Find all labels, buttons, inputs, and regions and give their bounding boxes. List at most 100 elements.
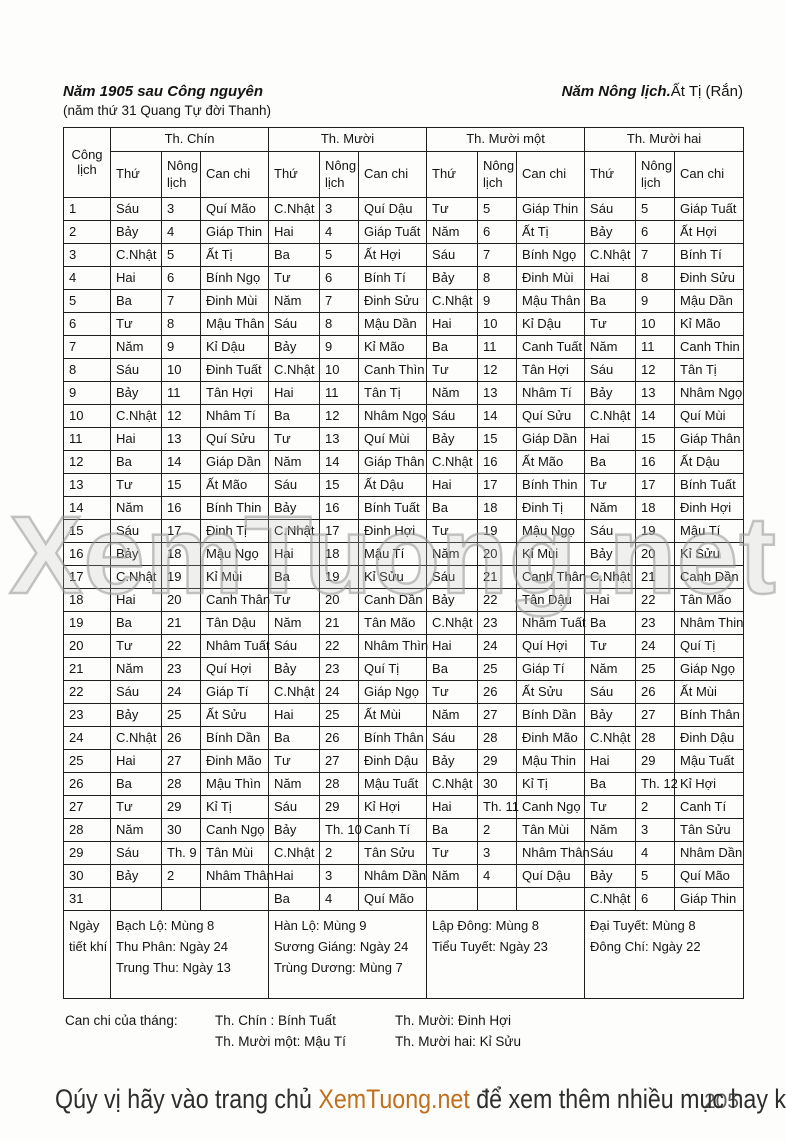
- lunar-day-cell: 8: [477, 266, 518, 290]
- weekday-cell: Năm: [584, 818, 637, 842]
- lunar-day-cell: 2: [319, 841, 360, 865]
- canchi-cell: Ất Sửu: [516, 680, 586, 704]
- weekday-cell: Ba: [584, 611, 637, 635]
- canchi-cell: Bính Tuất: [674, 473, 745, 497]
- weekday-cell: Sáu: [110, 680, 162, 704]
- weekday-cell: Hai: [268, 220, 321, 244]
- lunar-day-cell: 6: [635, 887, 676, 911]
- weekday-cell: Sáu: [110, 197, 162, 221]
- weekday-cell: Tư: [426, 841, 479, 865]
- lunar-day-cell: 3: [319, 864, 360, 888]
- weekday-cell: C.Nhật: [110, 243, 162, 267]
- weekday-cell: C.Nhật: [426, 289, 479, 313]
- banner-suffix: để xem thêm nhiều mục hay khác: [476, 1084, 786, 1114]
- calendar-row: 2 Bảy 4 Giáp Thin Hai 4 Giáp Tuất Năm 6 Ất Tị Bảy 6…: [63, 220, 745, 244]
- lunar-day-cell: 23: [161, 657, 201, 681]
- calendar-row: 1 Sáu 3 Quí Mão C.Nhật 3 Quí Dậu Tư 5 Giáp Thin Sá…: [63, 197, 745, 221]
- month-header-row: Công lịch Th. Chín Th. Mười Th. Mười một…: [63, 127, 745, 198]
- calendar-row: 11 Hai 13 Quí Sửu Tư 13 Quí Mùi Bảy 15 Giáp Dần Ha…: [63, 427, 745, 451]
- weekday-cell: Tư: [584, 634, 637, 658]
- lunar-day-cell: 27: [477, 703, 518, 727]
- weekday-cell: Năm: [426, 864, 479, 888]
- lunar-day-header: Nông lịch: [477, 151, 518, 198]
- lunar-day-cell: 17: [319, 519, 360, 543]
- weekday-cell: Năm: [110, 335, 162, 359]
- lunar-day-cell: 26: [635, 680, 676, 704]
- solar-day-cell: 1: [63, 197, 111, 221]
- calendar-row: 9 Bảy 11 Tân Hợi Hai 11 Tân Tị Năm 13 Nhâm Tí Bảy 1…: [63, 381, 745, 405]
- weekday-cell: Năm: [426, 703, 479, 727]
- weekday-cell: Hai: [426, 634, 479, 658]
- lunar-day-cell: 20: [161, 588, 201, 612]
- lunar-day-cell: 15: [635, 427, 676, 451]
- canchi-cell: Ất Dậu: [358, 473, 428, 497]
- canchi-cell: Quí Tị: [358, 657, 428, 681]
- weekday-cell: C.Nhật: [584, 726, 637, 750]
- canchi-cell: Giáp Thin: [199, 220, 270, 244]
- solar-terms-month-12: Đại Tuyết: Mùng 8 Đông Chí: Ngày 22: [584, 910, 745, 999]
- lunar-day-cell: 11: [161, 381, 201, 405]
- weekday-cell: Sáu: [268, 795, 321, 819]
- canchi-header: Can chi: [674, 151, 745, 198]
- lunar-day-cell: 16: [635, 450, 676, 474]
- lunar-day-cell: 6: [161, 266, 201, 290]
- canchi-cell: Mậu Dần: [674, 289, 745, 313]
- lunar-calendar-table: Công lịch Th. Chín Th. Mười Th. Mười một…: [63, 127, 745, 999]
- lunar-day-cell: Th. 11: [477, 795, 519, 819]
- weekday-cell: [426, 887, 479, 911]
- weekday-header: Thứ: [584, 151, 637, 198]
- solar-term-line: Trùng Dương: Mùng 7: [274, 959, 403, 975]
- weekday-cell: Hai: [584, 427, 637, 451]
- canchi-cell: Nhâm Dần: [358, 864, 428, 888]
- canchi-cell: Bính Ngọ: [516, 243, 586, 267]
- weekday-cell: Hai: [584, 749, 637, 773]
- lunar-day-cell: 18: [477, 496, 518, 520]
- page-header: Năm 1905 sau Công nguyên Năm Nông lịch.Ấ…: [63, 83, 743, 100]
- canchi-cell: Mậu Ngọ: [516, 519, 586, 543]
- weekday-cell: Bảy: [584, 220, 637, 244]
- lunar-day-cell: 9: [477, 289, 518, 313]
- canchi-cell: Quí Sửu: [199, 427, 270, 451]
- lunar-day-cell: 18: [161, 542, 201, 566]
- canchi-cell: Canh Tí: [674, 795, 745, 819]
- weekday-cell: C.Nhật: [268, 680, 321, 704]
- solar-day-cell: 13: [63, 473, 111, 497]
- lunar-day-cell: 28: [477, 726, 518, 750]
- canchi-cell: Giáp Thin: [516, 197, 586, 221]
- canchi-cell: Bính Thin: [199, 496, 270, 520]
- solar-terms-label: Ngày tiết khí: [63, 910, 111, 999]
- lunar-day-cell: 10: [319, 358, 360, 382]
- weekday-cell: Ba: [110, 450, 162, 474]
- calendar-row: 30 Bảy 2 Nhâm Thân Hai 3 Nhâm Dần Năm 4 Quí Dậu Bả…: [63, 864, 745, 888]
- weekday-cell: Hai: [110, 588, 162, 612]
- lunar-day-cell: 17: [161, 519, 201, 543]
- weekday-cell: Bảy: [584, 542, 637, 566]
- lunar-day-cell: 27: [635, 703, 676, 727]
- calendar-row: 24 C.Nhật 26 Bính Dần Ba 26 Bính Thân Sáu 28 Đinh…: [63, 726, 745, 750]
- weekday-cell: Hai: [110, 266, 162, 290]
- weekday-cell: Tư: [268, 266, 321, 290]
- solar-day-cell: 20: [63, 634, 111, 658]
- canchi-cell: Kỉ Dậu: [199, 335, 270, 359]
- solar-term-line: Thu Phân: Ngày 24: [116, 938, 229, 954]
- lunar-day-cell: 22: [319, 634, 360, 658]
- solar-day-cell: 21: [63, 657, 111, 681]
- lunar-day-cell: 28: [635, 726, 676, 750]
- canchi-cell: Giáp Tuất: [358, 220, 428, 244]
- canchi-cell: Tân Tị: [674, 358, 745, 382]
- lunar-day-cell: 13: [477, 381, 518, 405]
- lunar-day-cell: 2: [635, 795, 676, 819]
- canchi-cell: Canh Ngọ: [199, 818, 270, 842]
- solar-day-cell: 3: [63, 243, 111, 267]
- solar-term-line: Sương Giáng: Ngày 24: [274, 938, 409, 954]
- month-canchi-entry: Th. Mười: Đinh Hợi: [395, 1013, 512, 1028]
- lunar-day-cell: 8: [319, 312, 360, 336]
- lunar-day-cell: 4: [319, 887, 360, 911]
- canchi-cell: Nhâm Tí: [199, 404, 270, 428]
- lunar-day-cell: 10: [635, 312, 676, 336]
- calendar-row: 20 Tư 22 Nhâm Tuất Sáu 22 Nhâm Thìn Hai 24 Quí Hợ…: [63, 634, 745, 658]
- weekday-cell: C.Nhật: [110, 404, 162, 428]
- lunar-day-cell: 27: [161, 749, 201, 773]
- solar-day-cell: 28: [63, 818, 111, 842]
- canchi-cell: Quí Hợi: [516, 634, 586, 658]
